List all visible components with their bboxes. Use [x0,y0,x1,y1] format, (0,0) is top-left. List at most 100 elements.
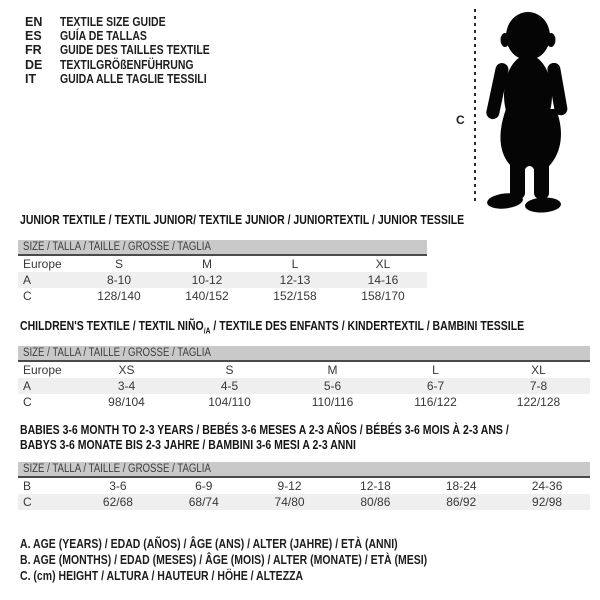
cell: 62/68 [102,495,133,509]
lang-code: FR [25,43,42,58]
babies-title-line1: BABIES 3-6 MONTH TO 2-3 YEARS / BEBÉS 3-… [20,423,509,437]
table-row: B 3-6 6-9 9-12 12-18 18-24 24-36 [18,478,590,494]
cell: 12-13 [279,273,311,287]
row-label: Europe [23,363,62,377]
row-label: A [23,273,32,287]
cell: 74/80 [274,495,305,509]
lang-label: TEXTILGRÖßENFÜHRUNG [60,57,194,72]
footnote-c: C. (cm) HEIGHT / ALTURA / HAUTEUR / HÖHE… [20,568,505,584]
cell: 86/92 [446,495,477,509]
title-suffix: / TEXTILE DES ENFANTS / KINDERTEXTIL / B… [210,319,525,333]
lang-code: IT [25,71,37,86]
table-row: Europe XS S M L XL [18,362,590,378]
cell: L [291,257,299,271]
lang-row-it: IT GUIDA ALLE TAGLIE TESSILI [25,72,238,86]
language-legend: EN TEXTILE SIZE GUIDE ES GUÍA DE TALLAS … [25,15,238,86]
table-row: A 8-10 10-12 12-13 14-16 [18,272,427,288]
junior-table-title: JUNIOR TEXTILE / TEXTIL JUNIOR/ TEXTILE … [20,213,549,228]
cell: 3-4 [117,379,136,393]
footnote-a-text: A. AGE (YEARS) / EDAD (AÑOS) / ÂGE (ANS)… [20,537,398,551]
babies-title-line2: BABYS 3-6 MONATE BIS 2-3 JAHRE / BAMBINI… [20,438,356,452]
junior-table-title-text: JUNIOR TEXTILE / TEXTIL JUNIOR/ TEXTILE … [20,213,465,227]
table-row: Europe S M L XL [18,256,427,272]
size-header-label: SIZE / TALLA / TAILLE / GRÖSSE / TAGLIA [23,463,211,475]
cell: 158/170 [361,289,405,303]
cell: 140/152 [185,289,229,303]
cell: 8-10 [106,273,132,287]
cell: 14-16 [367,273,399,287]
cell: 98/104 [108,395,145,409]
footnote-a: A. AGE (YEARS) / EDAD (AÑOS) / ÂGE (ANS)… [20,536,505,552]
cell: L [432,363,439,377]
toddler-silhouette-icon: C [456,9,568,213]
size-header-bar: SIZE / TALLA / TAILLE / GRÖSSE / TAGLIA [18,346,590,362]
cell: 6-7 [426,379,445,393]
cell: 3-6 [109,479,127,493]
cell: M [327,363,338,377]
row-label: C [23,395,32,409]
table-row: C 62/68 68/74 74/80 80/86 86/92 92/98 [18,494,590,510]
cell: 128/140 [97,289,141,303]
cell: XS [118,363,135,377]
cell: 7-8 [529,379,548,393]
cell: 24-36 [531,479,563,493]
lang-code: EN [25,15,43,30]
row-label: A [23,379,32,393]
row-label: C [23,495,32,509]
cell: 110/116 [311,395,354,409]
lang-label: GUÍA DE TALLAS [60,29,147,44]
table-row: C 98/104 104/110 110/116 116/122 122/128 [18,394,590,410]
footnote-b: B. AGE (MONTHS) / EDAD (MESES) / ÂGE (MO… [20,552,505,568]
cell: XL [375,257,391,271]
row-label: Europe [23,257,62,271]
cell: 122/128 [516,395,561,409]
lang-row-es: ES GUÍA DE TALLAS [25,29,238,43]
lang-row-de: DE TEXTILGRÖßENFÜHRUNG [25,58,238,72]
cell: 10-12 [191,273,223,287]
cell: S [225,363,234,377]
lang-code: DE [25,57,43,72]
cell: XL [531,363,546,377]
lang-row-en: EN TEXTILE SIZE GUIDE [25,15,238,29]
size-header-bar: SIZE / TALLA / TAILLE / GRÖSSE / TAGLIA [18,462,590,478]
toddler-silhouette [486,12,568,213]
children-table-title: CHILDREN'S TEXTILE / TEXTIL NIÑO/A / TEX… [20,319,600,339]
table-row: A 3-4 4-5 5-6 6-7 7-8 [18,378,590,394]
lang-label: TEXTILE SIZE GUIDE [60,15,166,30]
size-header-label: SIZE / TALLA / TAILLE / GRÖSSE / TAGLIA [23,241,211,253]
table-row: C 128/140 140/152 152/158 158/170 [18,288,427,304]
height-label: C [456,113,465,127]
junior-size-table: SIZE / TALLA / TAILLE / GRÖSSE / TAGLIA … [18,240,427,304]
title-subscript: /A [203,326,211,336]
cell: 5-6 [323,379,342,393]
cell: 92/98 [532,495,563,509]
cell: 4-5 [220,379,239,393]
cell: 116/122 [414,395,457,409]
lang-label: GUIDA ALLE TAGLIE TESSILI [60,71,207,86]
footnote-b-text: B. AGE (MONTHS) / EDAD (MESES) / ÂGE (MO… [20,553,428,567]
row-label: B [23,479,32,493]
babies-size-table: SIZE / TALLA / TAILLE / GRÖSSE / TAGLIA … [18,462,590,510]
row-label: C [23,289,32,303]
cell: 12-18 [360,479,391,493]
cell: 80/86 [360,495,391,509]
height-measure-figure: C [448,3,598,215]
size-header-bar: SIZE / TALLA / TAILLE / GRÖSSE / TAGLIA [18,240,427,256]
cell: 9-12 [277,479,302,493]
children-size-table: SIZE / TALLA / TAILLE / GRÖSSE / TAGLIA … [18,346,590,410]
cell: M [202,257,212,271]
cell: 104/110 [208,395,251,409]
footnote-c-text: C. (cm) HEIGHT / ALTURA / HAUTEUR / HÖHE… [20,569,304,583]
babies-table-title: BABIES 3-6 MONTH TO 2-3 YEARS / BEBÉS 3-… [20,423,600,453]
children-table-title-text: CHILDREN'S TEXTILE / TEXTIL NIÑO/A / TEX… [20,319,524,339]
lang-label: GUIDE DES TAILLES TEXTILE [60,43,210,58]
cell: 152/158 [273,289,317,303]
lang-code: ES [25,29,42,44]
cell: 18-24 [445,479,477,493]
size-header-label: SIZE / TALLA / TAILLE / GRÖSSE / TAGLIA [23,347,211,359]
lang-row-fr: FR GUIDE DES TAILLES TEXTILE [25,43,238,57]
title-prefix: CHILDREN'S TEXTILE / TEXTIL NIÑO [20,319,204,333]
cell: S [114,257,123,271]
cell: 68/74 [188,495,219,509]
